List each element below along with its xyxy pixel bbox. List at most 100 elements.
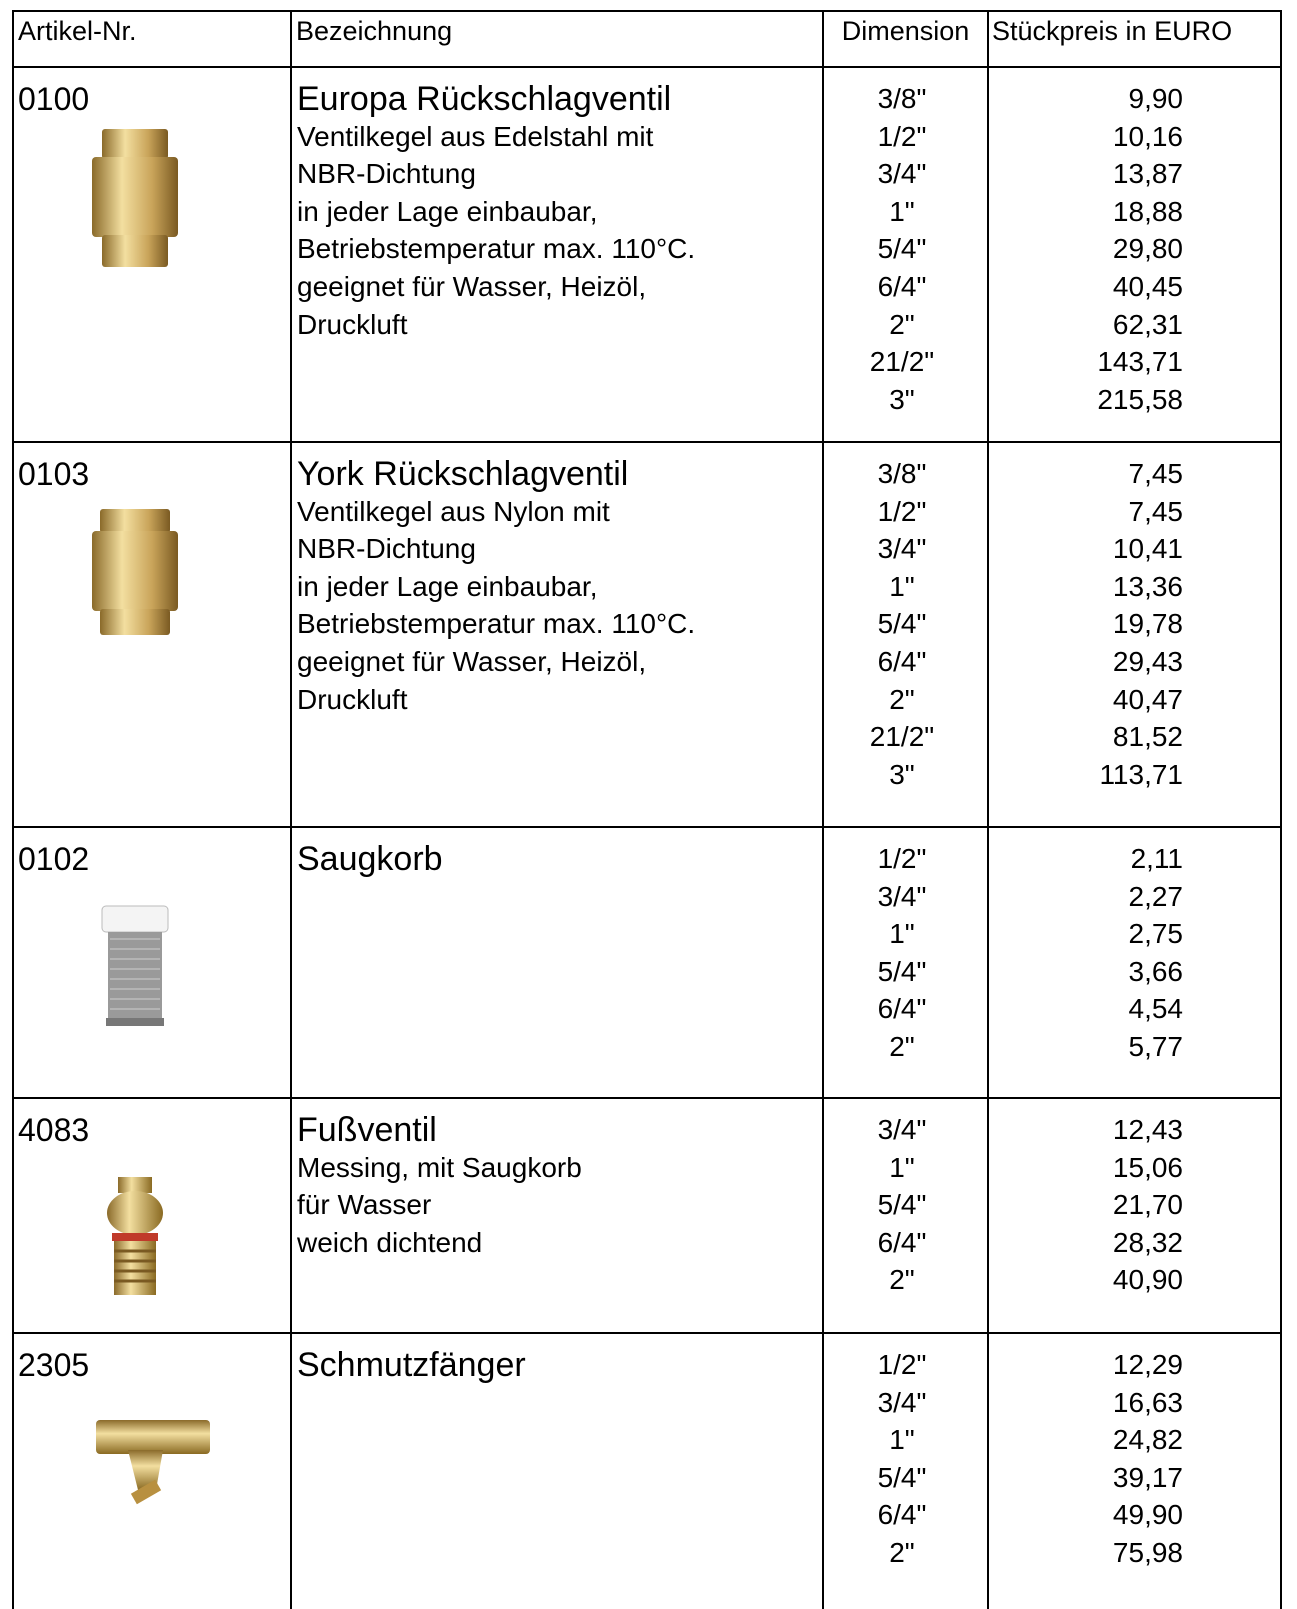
unit-price: 15,06 [1007,1154,1183,1182]
unit-price: 28,32 [1007,1229,1183,1257]
product-title: Fußventil [297,1113,437,1147]
product-image [80,1155,190,1310]
product-description: Messing, mit Saugkorb [297,1154,582,1182]
unit-price: 18,88 [1007,198,1183,226]
row-rule [12,1332,1282,1334]
dimension: 3/8" [842,85,962,113]
product-description: in jeder Lage einbaubar, [297,198,597,226]
product-description: für Wasser [297,1191,431,1219]
price-list: Artikel-Nr. Bezeichnung Dimension Stückprei… [0,0,1297,1609]
product-description: Druckluft [297,686,407,714]
unit-price: 3,66 [1007,958,1183,986]
unit-price: 12,43 [1007,1116,1183,1144]
column-header: Dimension [826,18,985,45]
article-number: 0100 [18,83,89,115]
product-image-part [92,531,178,611]
product-title: Europa Rückschlagventil [297,82,671,116]
product-image-part [80,884,190,1034]
unit-price: 29,43 [1007,648,1183,676]
product-image [80,124,190,279]
product-description: Ventilkegel aus Edelstahl mit [297,123,653,151]
article-number: 4083 [18,1114,89,1146]
unit-price: 2,27 [1007,883,1183,911]
dimension: 2" [842,311,962,339]
unit-price: 49,90 [1007,1501,1183,1529]
dimension: 1/2" [842,498,962,526]
product-description: geeignet für Wasser, Heizöl, [297,273,646,301]
dimension: 5/4" [842,610,962,638]
unit-price: 62,31 [1007,311,1183,339]
product-image-part [118,1177,152,1193]
unit-price: 7,45 [1007,498,1183,526]
column-rule [987,10,989,1609]
product-description: Ventilkegel aus Nylon mit [297,498,610,526]
product-image-part [100,609,170,635]
dimension: 3/4" [842,535,962,563]
product-image [88,1390,218,1545]
unit-price: 21,70 [1007,1191,1183,1219]
dimension: 6/4" [842,1229,962,1257]
product-description: weich dichtend [297,1229,482,1257]
unit-price: 4,54 [1007,995,1183,1023]
dimension: 6/4" [842,1501,962,1529]
dimension: 1" [842,920,962,948]
article-number: 0102 [18,843,89,875]
dimension: 3/4" [842,160,962,188]
product-image-part [108,932,162,1024]
dimension: 1" [842,573,962,601]
column-header: Artikel-Nr. [18,18,137,45]
dimension: 3" [842,386,962,414]
dimension: 1" [842,198,962,226]
dimension: 1/2" [842,1351,962,1379]
product-image-part [80,124,190,274]
dimension: 6/4" [842,648,962,676]
product-image-part [102,129,168,159]
product-description: NBR-Dichtung [297,160,476,188]
row-rule [12,826,1282,828]
dimension: 2" [842,1266,962,1294]
column-header: Bezeichnung [296,18,452,45]
dimension: 1" [842,1426,962,1454]
column-rule [290,10,292,1609]
column-header: Stückpreis in EURO [992,18,1232,45]
product-image-part [100,509,170,533]
product-image-part [92,157,178,237]
product-image-part [96,1420,210,1454]
dimension: 1/2" [842,123,962,151]
unit-price: 24,82 [1007,1426,1183,1454]
unit-price: 40,45 [1007,273,1183,301]
unit-price: 2,75 [1007,920,1183,948]
unit-price: 12,29 [1007,1351,1183,1379]
product-image-part [107,1191,163,1235]
product-image-part [102,235,168,267]
unit-price: 13,36 [1007,573,1183,601]
unit-price: 9,90 [1007,85,1183,113]
dimension: 5/4" [842,235,962,263]
dimension: 5/4" [842,958,962,986]
column-rule [822,10,824,1609]
product-description: Betriebstemperatur max. 110°C. [297,610,695,638]
dimension: 3" [842,761,962,789]
product-image-part [88,1390,218,1540]
article-number: 0103 [18,458,89,490]
unit-price: 16,63 [1007,1389,1183,1417]
dimension: 3/4" [842,883,962,911]
product-description: geeignet für Wasser, Heizöl, [297,648,646,676]
unit-price: 40,90 [1007,1266,1183,1294]
unit-price: 39,17 [1007,1464,1183,1492]
unit-price: 29,80 [1007,235,1183,263]
dimension: 3/4" [842,1389,962,1417]
dimension: 6/4" [842,995,962,1023]
product-image [80,499,190,654]
product-image-part [114,1241,156,1295]
unit-price: 10,41 [1007,535,1183,563]
dimension: 2" [842,1033,962,1061]
product-image-part [106,1018,164,1026]
column-rule [1280,10,1282,1609]
row-rule [12,1097,1282,1099]
product-image-part [80,1155,190,1305]
row-rule [12,66,1282,68]
product-description: in jeder Lage einbaubar, [297,573,597,601]
product-description: Druckluft [297,311,407,339]
dimension: 2" [842,1539,962,1567]
